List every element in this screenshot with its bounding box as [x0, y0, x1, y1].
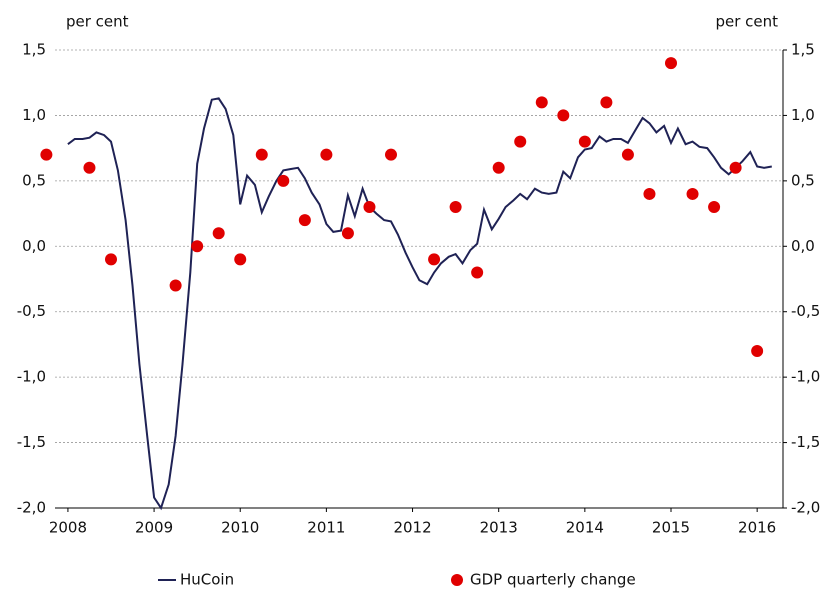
x-tick-label: 2009 — [135, 519, 173, 537]
gdp-dot — [665, 57, 677, 70]
y-tick-label: -0,5 — [17, 302, 46, 320]
gdp-dot — [363, 201, 376, 214]
x-tick-label: 2016 — [738, 519, 776, 537]
gdp-dot — [255, 148, 268, 161]
gdp-dot — [621, 148, 634, 161]
y-tick-label: -1,0 — [17, 368, 46, 386]
gdp-dot — [578, 135, 591, 148]
gdp-dot — [385, 148, 397, 161]
y-tick-label: 1,0 — [22, 106, 46, 124]
gdp-dot — [643, 187, 656, 200]
gdp-dot — [234, 253, 247, 266]
gdp-dot — [428, 253, 441, 266]
gdp-dot — [40, 148, 53, 161]
y2-tick-label: -1,5 — [791, 433, 820, 451]
gdp-dot — [341, 227, 354, 240]
y-tick-label: 0,5 — [22, 171, 46, 189]
y2-tick-label: -2,0 — [791, 499, 820, 517]
y-axis-label: per cent — [66, 13, 129, 31]
gdp-dot — [212, 227, 225, 240]
gdp-dot — [298, 214, 311, 227]
x-tick-label: 2010 — [221, 519, 259, 537]
x-tick-label: 2012 — [393, 519, 431, 537]
y2-tick-label: 0,5 — [791, 171, 815, 189]
legend-label: HuCoin — [180, 571, 234, 589]
gdp-dot — [277, 174, 290, 187]
x-tick-label: 2013 — [480, 519, 518, 537]
x-tick-label: 2008 — [49, 519, 87, 537]
y2-tick-label: -0,5 — [791, 302, 820, 320]
gdp-dot — [708, 201, 721, 214]
x-tick-label: 2011 — [307, 519, 345, 537]
hucoin-line — [67, 97, 772, 511]
gdp-dot — [600, 96, 613, 109]
y2-tick-label: -1,0 — [791, 368, 820, 386]
gdp-dot — [751, 344, 764, 357]
y-tick-label: 0,0 — [22, 237, 46, 255]
y2-axis-label: per cent — [715, 13, 778, 31]
y-tick-label: -2,0 — [17, 499, 46, 517]
gdp-dot — [105, 253, 117, 266]
y2-tick-label: 1,0 — [791, 106, 815, 124]
gdp-dot — [514, 135, 527, 148]
gdp-dot — [557, 109, 570, 122]
gdp-dot — [686, 187, 699, 200]
gdp-dot — [169, 279, 182, 292]
y-tick-label: 1,5 — [22, 41, 46, 59]
gdp-dot — [83, 161, 96, 174]
legend-swatch — [451, 574, 463, 586]
x-tick-label: 2015 — [652, 519, 690, 537]
gdp-dot — [471, 266, 484, 279]
gdp-dot — [449, 201, 462, 214]
y2-tick-label: 0,0 — [791, 237, 815, 255]
legend-label: GDP quarterly change — [470, 571, 636, 589]
x-tick-label: 2014 — [566, 519, 604, 537]
y-tick-label: -1,5 — [17, 433, 46, 451]
gdp-dot — [191, 240, 204, 253]
gdp-dot — [729, 161, 742, 174]
gdp-dot — [535, 96, 548, 109]
gdp-dot — [320, 148, 333, 161]
gdp-dot — [492, 161, 505, 174]
y2-tick-label: 1,5 — [791, 41, 815, 59]
